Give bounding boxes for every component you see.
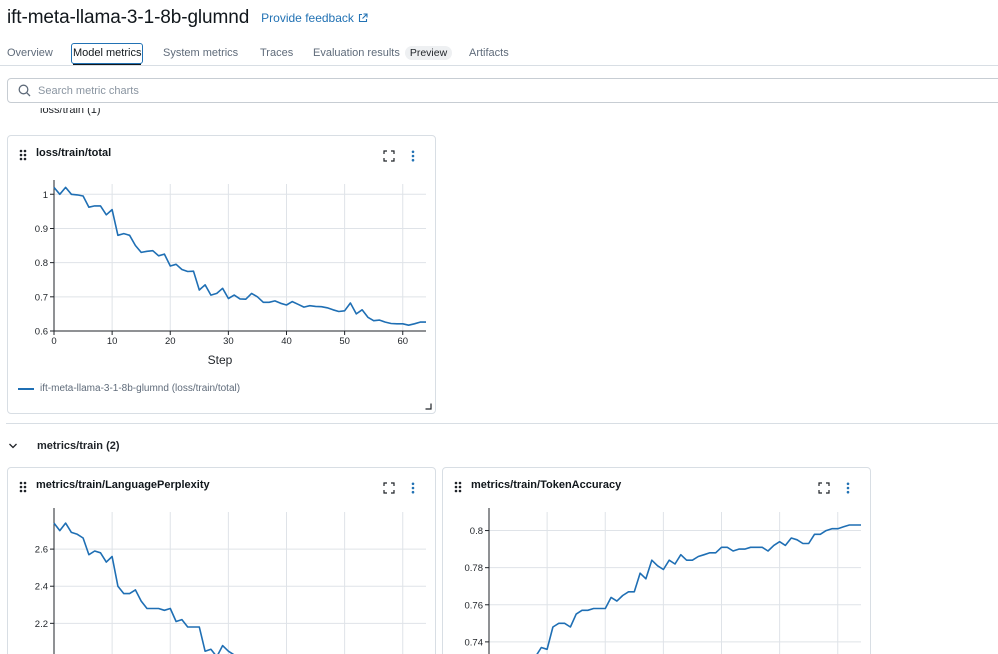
- chart-title: metrics/train/TokenAccuracy: [471, 479, 622, 491]
- y-tick-label: 0.6: [35, 327, 48, 338]
- tab-artifacts[interactable]: Artifacts: [469, 42, 509, 65]
- tab-bar: Overview Model metrics System metrics Tr…: [0, 42, 998, 66]
- tab-label: Model metrics: [73, 47, 142, 59]
- y-tick-label: 2.6: [35, 545, 48, 556]
- provide-feedback-link[interactable]: Provide feedback: [261, 11, 368, 25]
- tab-model-metrics[interactable]: Model metrics: [71, 42, 144, 65]
- provide-feedback-label: Provide feedback: [261, 11, 354, 25]
- section-metrics-train[interactable]: metrics/train (2): [8, 437, 120, 455]
- line-chart-token-accuracy: 0.720.740.760.780.8: [465, 508, 861, 654]
- resize-handle-icon[interactable]: [425, 403, 432, 410]
- tab-label: System metrics: [163, 47, 239, 59]
- x-tick-label: 60: [397, 336, 408, 347]
- x-tick-label: 20: [165, 336, 176, 347]
- tab-label: Evaluation results: [313, 47, 400, 59]
- y-tick-label: 1: [43, 190, 48, 201]
- y-tick-label: 0.9: [35, 224, 48, 235]
- series-line: [53, 522, 235, 654]
- fullscreen-icon[interactable]: [383, 150, 395, 162]
- section-label: metrics/train (2): [37, 440, 120, 452]
- tab-overview[interactable]: Overview: [7, 42, 53, 65]
- series-line: [53, 186, 426, 326]
- preview-badge: Preview: [404, 46, 453, 60]
- tab-label: Traces: [260, 47, 294, 59]
- chart-card-token-accuracy: metrics/train/TokenAccuracy 0.720.740.76…: [442, 467, 871, 654]
- chart-legend[interactable]: ift-meta-llama-3-1-8b-glumnd (loss/train…: [18, 383, 240, 394]
- tab-system-metrics[interactable]: System metrics: [163, 42, 238, 65]
- x-tick-label: 0: [51, 336, 56, 347]
- chart-card-loss-train-total: loss/train/total 0.6 0.7 0.8 0.9 1 0 10 20 30 40 5…: [7, 135, 436, 414]
- chart-card-language-perplexity: metrics/train/LanguagePerplexity 22.22.4…: [7, 467, 436, 654]
- page-header: ift-meta-llama-3-1-8b-glumnd Provide fee…: [7, 4, 368, 32]
- drag-handle-icon[interactable]: [19, 149, 27, 161]
- legend-swatch: [18, 387, 34, 390]
- search-icon: [18, 84, 31, 97]
- section-loss-train-label[interactable]: loss/train (1): [40, 108, 101, 116]
- x-tick-label: 40: [281, 336, 292, 347]
- external-link-icon: [358, 13, 368, 23]
- y-tick-label: 2.4: [35, 582, 48, 593]
- line-chart-language-perplexity: 22.22.42.6: [35, 508, 426, 654]
- y-tick-label: 0.78: [465, 563, 484, 574]
- tab-traces[interactable]: Traces: [260, 42, 293, 65]
- y-tick-label: 2.2: [35, 619, 48, 630]
- page-title: ift-meta-llama-3-1-8b-glumnd: [7, 7, 250, 28]
- section-divider: [6, 423, 998, 424]
- search-box: [7, 78, 998, 103]
- chart-title: loss/train/total: [36, 147, 112, 159]
- y-tick-label: 0.8: [470, 526, 483, 537]
- series-line: [536, 524, 861, 654]
- drag-handle-icon[interactable]: [19, 481, 27, 493]
- y-tick-label: 0.7: [35, 292, 48, 303]
- y-tick-label: 0.8: [35, 258, 48, 269]
- y-tick-label: 0.74: [465, 637, 484, 648]
- legend-label: ift-meta-llama-3-1-8b-glumnd (loss/train…: [40, 383, 241, 394]
- tab-label: Overview: [7, 47, 53, 59]
- x-tick-label: 30: [223, 336, 234, 347]
- tab-label: Artifacts: [469, 47, 509, 59]
- search-input[interactable]: [38, 84, 638, 97]
- y-tick-label: 0.76: [465, 600, 484, 611]
- chevron-down-icon: [9, 443, 17, 449]
- drag-handle-icon[interactable]: [454, 481, 462, 493]
- kebab-menu-icon[interactable]: [845, 482, 851, 494]
- x-tick-label: 50: [339, 336, 350, 347]
- chart-title: metrics/train/LanguagePerplexity: [36, 479, 210, 491]
- x-tick-label: 10: [107, 336, 118, 347]
- fullscreen-icon[interactable]: [383, 482, 395, 494]
- x-axis-label: Step: [208, 353, 233, 367]
- kebab-menu-icon[interactable]: [410, 482, 416, 494]
- fullscreen-icon[interactable]: [818, 482, 830, 494]
- kebab-menu-icon[interactable]: [410, 150, 416, 162]
- tab-evaluation-results[interactable]: Evaluation results Preview: [313, 42, 453, 65]
